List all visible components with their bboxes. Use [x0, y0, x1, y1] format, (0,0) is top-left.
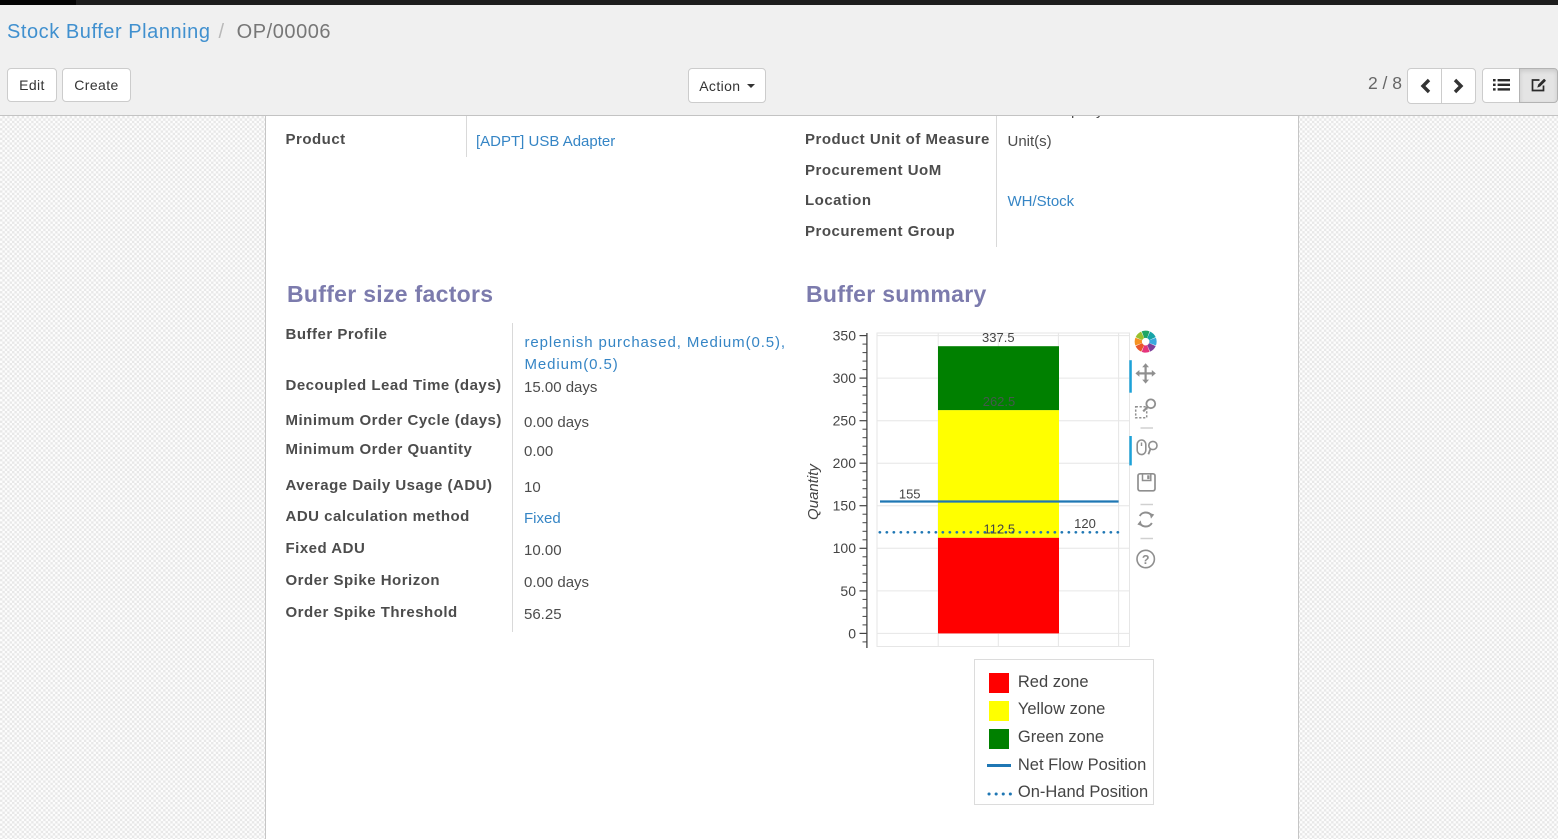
svg-text:250: 250	[833, 413, 857, 429]
svg-text:50: 50	[840, 583, 856, 599]
svg-text:0: 0	[848, 625, 856, 641]
svg-text:200: 200	[833, 455, 857, 471]
svg-text:Quantity: Quantity	[805, 463, 822, 520]
svg-text:337.5: 337.5	[982, 330, 1015, 345]
svg-text:262.5: 262.5	[983, 394, 1016, 409]
svg-text:?: ?	[1142, 553, 1150, 567]
svg-text:120: 120	[1074, 516, 1096, 531]
svg-text:155: 155	[899, 487, 921, 502]
svg-text:112.5: 112.5	[984, 521, 1016, 536]
svg-text:350: 350	[833, 328, 857, 344]
svg-text:100: 100	[833, 540, 857, 556]
svg-text:300: 300	[833, 370, 857, 386]
svg-text:150: 150	[833, 498, 857, 514]
